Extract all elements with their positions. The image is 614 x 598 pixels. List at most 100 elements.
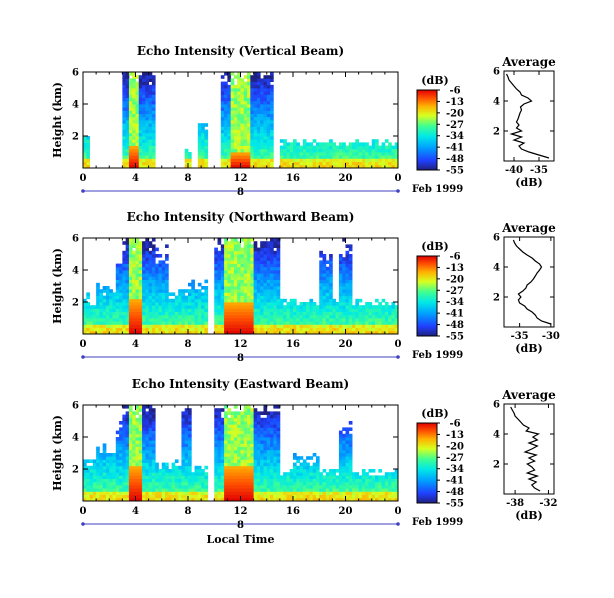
- heatmap-cell: [119, 453, 123, 457]
- heatmap-cell: [391, 161, 396, 166]
- heatmap-cell: [381, 145, 386, 150]
- heatmap-cell: [151, 443, 156, 447]
- heatmap-cell: [220, 244, 225, 248]
- heatmap-cell: [256, 302, 261, 306]
- heatmap-cell: [302, 481, 307, 486]
- heatmap-cell: [128, 465, 133, 470]
- heatmap-cell: [145, 78, 150, 82]
- heatmap-cell: [325, 164, 330, 169]
- heatmap-cell: [276, 305, 281, 309]
- heatmap-cell: [345, 440, 350, 444]
- heatmap-cell: [256, 247, 261, 252]
- heatmap-cell: [256, 318, 261, 322]
- heatmap-cell: [273, 314, 277, 319]
- heatmap-cell: [227, 164, 232, 169]
- heatmap-cell: [250, 417, 255, 422]
- heatmap-cell: [148, 298, 153, 303]
- heatmap-cell: [89, 472, 94, 476]
- heatmap-cell: [224, 440, 228, 444]
- heatmap-cell: [348, 491, 353, 495]
- heatmap-cell: [151, 88, 156, 92]
- heatmap-cell: [256, 324, 261, 328]
- heatmap-cell: [188, 481, 192, 486]
- heatmap-cell: [345, 164, 350, 169]
- heatmap-cell: [276, 266, 281, 271]
- heatmap-cell: [247, 311, 251, 316]
- heatmap-cell: [365, 497, 369, 502]
- heatmap-cell: [260, 459, 264, 463]
- heatmap-cell: [184, 456, 189, 460]
- heatmap-cell: [227, 292, 232, 296]
- heatmap-cell: [365, 305, 369, 309]
- heatmap-cell: [92, 481, 97, 486]
- heatmap-cell: [312, 327, 317, 332]
- heatmap-cell: [145, 107, 150, 111]
- heatmap-cell: [138, 81, 143, 86]
- heatmap-cell: [243, 417, 248, 422]
- heatmap-cell: [273, 411, 277, 415]
- heatmap-cell: [158, 295, 163, 300]
- heatmap-cell: [119, 469, 123, 473]
- heatmap-cell: [201, 481, 205, 486]
- heatmap-cell: [270, 276, 274, 280]
- heatmap-cell: [368, 314, 373, 319]
- heatmap-cell: [332, 314, 337, 319]
- heatmap-cell: [312, 462, 317, 467]
- heatmap-cell: [243, 311, 248, 316]
- heatmap-cell: [365, 155, 369, 159]
- heatmap-cell: [250, 462, 255, 467]
- heatmap-cell: [312, 148, 317, 153]
- heatmap-cell: [151, 142, 156, 146]
- heatmap-cell: [260, 241, 264, 245]
- heatmap-cell: [214, 308, 218, 312]
- heatmap-cell: [250, 139, 255, 143]
- heatmap-cell: [283, 308, 287, 312]
- heatmap-cell: [345, 488, 350, 492]
- heatmap-cell: [142, 321, 146, 325]
- heatmap-cell: [342, 295, 346, 300]
- heatmap-cell: [233, 107, 238, 111]
- heatmap-cell: [233, 421, 238, 425]
- heatmap-cell: [204, 302, 209, 306]
- heatmap-cell: [253, 318, 258, 322]
- heatmap-cell: [227, 244, 232, 248]
- colorbar: [416, 255, 438, 337]
- heatmap-cell: [102, 305, 107, 309]
- heatmap-cell: [302, 469, 307, 473]
- heatmap-cell: [391, 478, 396, 483]
- heatmap-cell: [276, 475, 281, 479]
- heatmap-cell: [263, 270, 268, 274]
- heatmap-cell: [325, 298, 330, 303]
- heatmap-cell: [296, 164, 300, 169]
- heatmap-cell: [214, 292, 218, 296]
- heatmap-cell: [253, 247, 258, 252]
- heatmap-cell: [247, 75, 251, 79]
- heatmap-cell: [256, 273, 261, 277]
- heatmap-cell: [181, 494, 186, 499]
- heatmap-cell: [92, 308, 97, 312]
- heatmap-cell: [243, 437, 248, 441]
- heatmap-cell: [125, 107, 130, 111]
- heatmap-cell: [105, 292, 110, 296]
- heatmap-cell: [329, 145, 333, 150]
- heatmap-cell: [391, 494, 396, 499]
- heatmap-cell: [286, 142, 291, 146]
- heatmap-cell: [122, 289, 127, 293]
- heatmap-cell: [270, 292, 274, 296]
- heatmap-cell: [368, 145, 373, 150]
- heatmap-cell: [319, 302, 323, 306]
- heatmap-cell: [279, 305, 284, 309]
- heatmap-cell: [188, 330, 192, 335]
- heatmap-cell: [138, 491, 143, 495]
- profile-x-tick-label: -35: [511, 331, 529, 342]
- heatmap-cell: [224, 81, 228, 86]
- heatmap-cell: [270, 107, 274, 111]
- heatmap-cell: [322, 161, 327, 166]
- heatmap-cell: [240, 152, 245, 156]
- heatmap-cell: [86, 142, 90, 146]
- heatmap-cell: [142, 488, 146, 492]
- heatmap-cell: [289, 145, 294, 150]
- heatmap-cell: [138, 314, 143, 319]
- heatmap-cell: [148, 123, 153, 127]
- heatmap-cell: [394, 308, 399, 312]
